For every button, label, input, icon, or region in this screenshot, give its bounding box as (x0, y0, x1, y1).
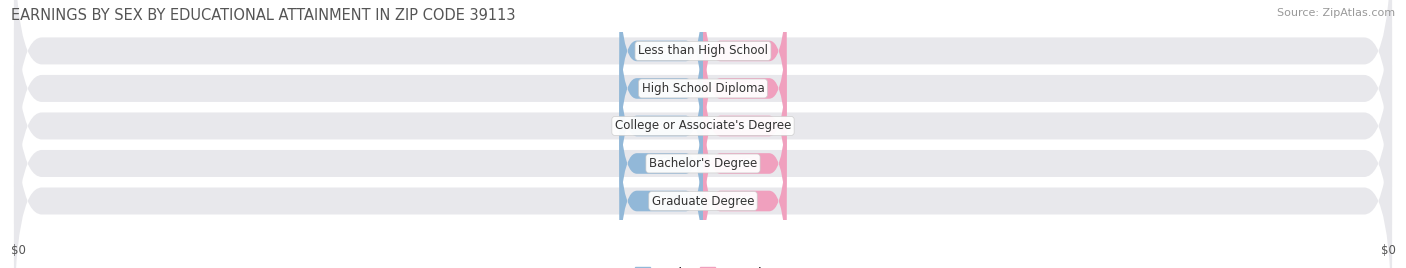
FancyBboxPatch shape (620, 43, 703, 209)
Text: $0: $0 (738, 158, 752, 169)
Text: $0: $0 (654, 196, 668, 206)
Text: $0: $0 (654, 158, 668, 169)
FancyBboxPatch shape (14, 0, 1392, 188)
Text: College or Associate's Degree: College or Associate's Degree (614, 120, 792, 132)
FancyBboxPatch shape (703, 117, 786, 268)
Text: Graduate Degree: Graduate Degree (652, 195, 754, 207)
FancyBboxPatch shape (14, 64, 1392, 268)
Text: Bachelor's Degree: Bachelor's Degree (650, 157, 756, 170)
Text: $0: $0 (738, 196, 752, 206)
Text: $0: $0 (654, 121, 668, 131)
FancyBboxPatch shape (703, 0, 786, 134)
Text: $0: $0 (654, 83, 668, 94)
FancyBboxPatch shape (620, 5, 703, 172)
FancyBboxPatch shape (703, 5, 786, 172)
Text: $0: $0 (738, 83, 752, 94)
Text: $0: $0 (738, 121, 752, 131)
Text: Less than High School: Less than High School (638, 44, 768, 57)
FancyBboxPatch shape (703, 43, 786, 209)
FancyBboxPatch shape (620, 117, 703, 268)
FancyBboxPatch shape (14, 0, 1392, 263)
FancyBboxPatch shape (14, 27, 1392, 268)
Text: $0: $0 (738, 46, 752, 56)
FancyBboxPatch shape (620, 0, 703, 134)
Text: Source: ZipAtlas.com: Source: ZipAtlas.com (1277, 8, 1395, 18)
Text: High School Diploma: High School Diploma (641, 82, 765, 95)
FancyBboxPatch shape (703, 80, 786, 247)
Text: $0: $0 (654, 46, 668, 56)
Text: EARNINGS BY SEX BY EDUCATIONAL ATTAINMENT IN ZIP CODE 39113: EARNINGS BY SEX BY EDUCATIONAL ATTAINMEN… (11, 8, 516, 23)
Legend: Male, Female: Male, Female (630, 262, 776, 268)
Text: $0: $0 (10, 244, 25, 257)
FancyBboxPatch shape (14, 0, 1392, 225)
Text: $0: $0 (1381, 244, 1396, 257)
FancyBboxPatch shape (620, 80, 703, 247)
